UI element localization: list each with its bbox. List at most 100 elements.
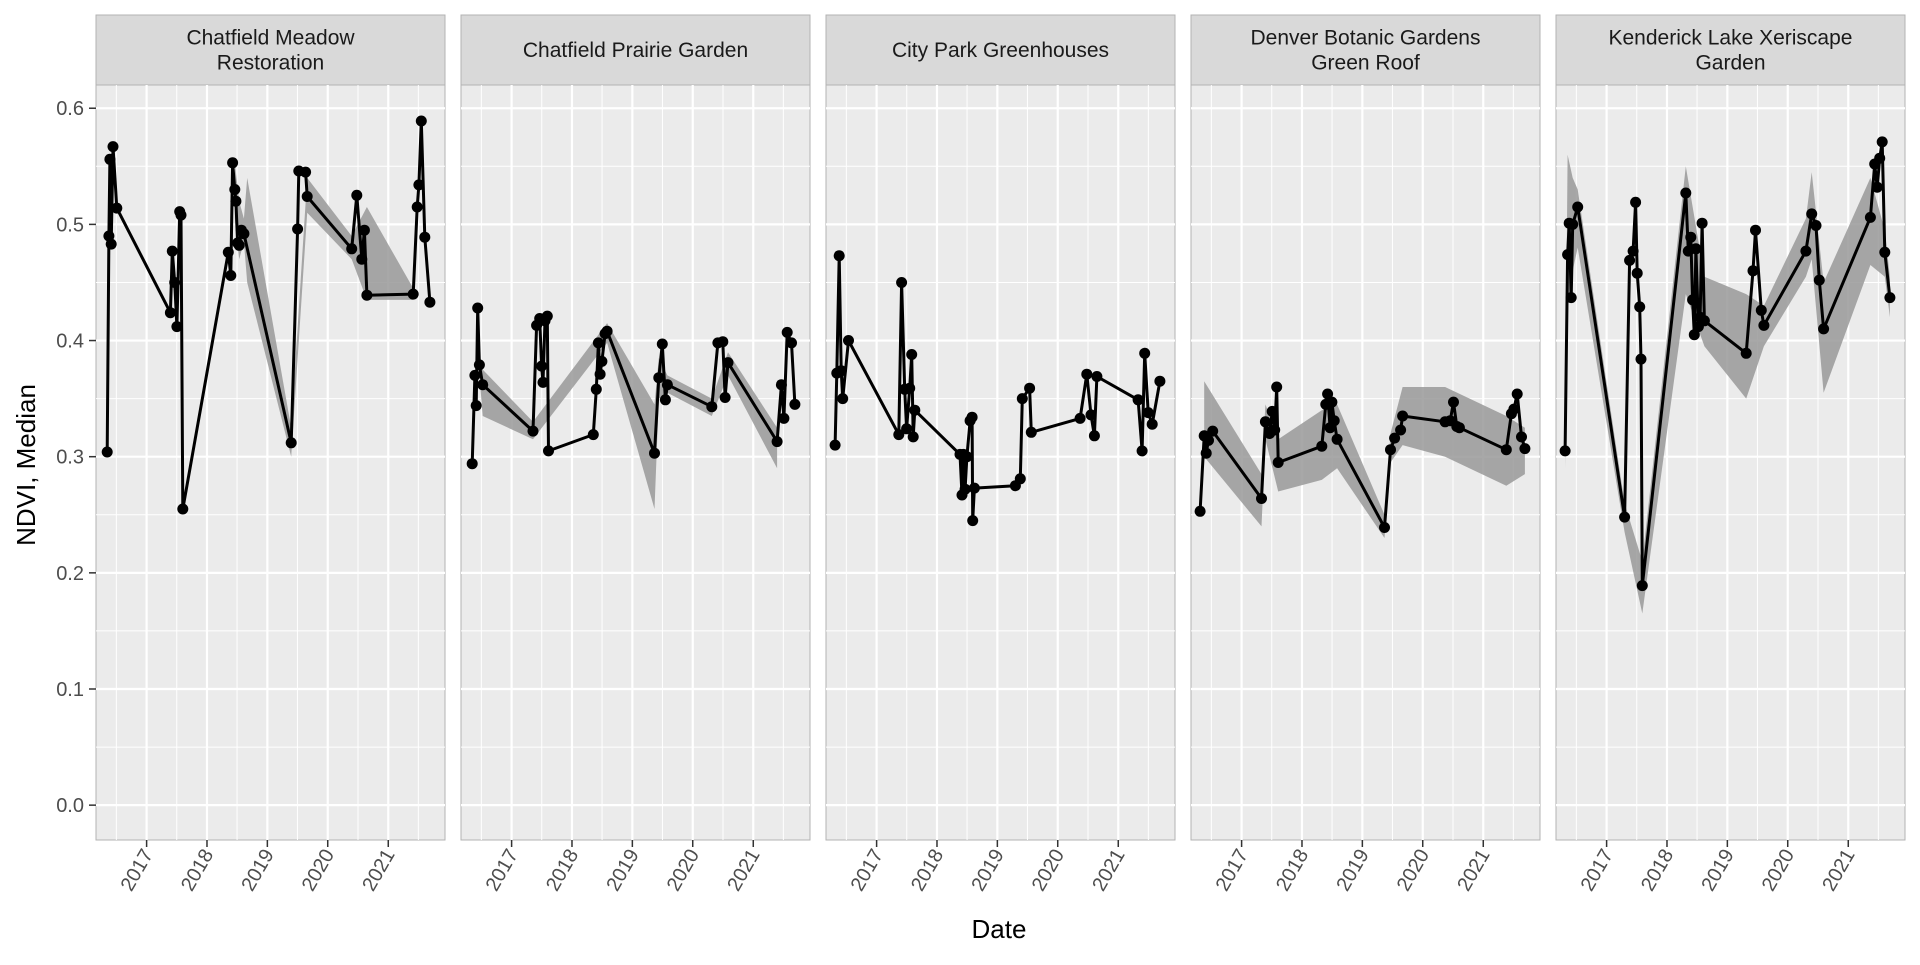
data-point [1194,505,1206,517]
data-point [775,379,787,391]
y-tick-label: 0.2 [56,563,84,585]
data-point [706,401,718,413]
data-point [833,250,845,262]
x-tick-label: 2019 [237,846,278,896]
x-tick-label: 2018 [177,846,218,896]
data-point [786,337,797,349]
data-point [1876,136,1888,148]
data-point [1508,403,1520,415]
data-point [1634,301,1646,313]
data-point [592,337,604,349]
panel-background [825,84,1176,841]
data-point [1572,201,1584,213]
x-tick-label: 2021 [1453,846,1494,896]
data-point [1326,396,1338,408]
x-tick-label: 2021 [358,846,399,896]
data-point [904,382,916,394]
data-point [1085,409,1097,421]
y-tick-label: 0.4 [56,331,84,353]
data-point [1818,323,1830,335]
data-point [411,201,423,213]
data-point [1316,440,1328,452]
data-point [1139,347,1151,359]
x-tick-label: 2019 [602,846,643,896]
data-point [285,437,297,449]
facet-title-line: Chatfield Prairie Garden [523,39,748,62]
data-point [1690,243,1702,255]
data-point [105,238,117,250]
data-point [719,392,731,403]
data-point [590,383,602,395]
data-point [477,379,489,391]
data-point [1132,394,1144,406]
data-point [358,224,370,236]
data-point [771,436,783,448]
data-point [419,231,431,243]
data-point [1397,410,1409,422]
x-tick-label: 2019 [1332,846,1373,896]
facet-strip [1190,14,1541,86]
data-point [1453,422,1465,434]
data-point [1813,274,1825,286]
x-axis-title: Date [972,914,1027,944]
data-point [227,157,239,169]
x-tick-label: 2018 [1272,846,1313,896]
data-point [1624,254,1636,266]
gridlines [1191,85,1540,840]
x-tick-label: 2021 [1818,846,1859,896]
data-point [1256,493,1267,504]
panel-background [95,84,446,841]
data-point [351,189,363,201]
data-point [1871,181,1883,193]
data-point [472,302,484,314]
data-point [653,372,665,384]
data-point [1154,375,1166,387]
x-tick-label: 2019 [967,846,1008,896]
data-point [659,394,671,406]
facet-title-line: Chatfield Meadow [186,27,355,50]
data-point [169,277,181,288]
data-point [843,335,854,346]
x-tick-label: 2021 [1088,846,1129,896]
data-point [541,310,553,322]
data-point [1074,412,1086,424]
x-tick-label: 2018 [907,846,948,896]
data-point [893,429,905,441]
data-point [1024,382,1036,394]
data-point [961,451,973,463]
data-point [1562,249,1574,261]
y-tick-label: 0.1 [56,679,84,701]
data-point [1511,388,1523,400]
data-point [1207,425,1219,437]
data-point [1272,457,1284,468]
data-point [111,202,123,214]
data-point [407,288,419,300]
data-point [424,296,436,308]
data-point [835,365,847,377]
data-point [1688,329,1700,341]
data-point [1696,217,1708,229]
data-point [1619,511,1631,523]
data-point [1630,196,1642,208]
data-point [527,425,539,437]
data-point [649,447,660,459]
data-point [1884,292,1896,304]
y-axis-title: NDVI, Median [11,384,41,546]
data-point [789,398,801,410]
x-tick-label: 2020 [298,846,339,896]
x-tick-label: 2020 [1758,846,1799,896]
confidence-ribbon [234,162,414,457]
x-tick-label: 2021 [723,846,764,896]
data-point [1014,473,1026,485]
data-point [1136,445,1148,457]
data-point [717,336,729,348]
panel-background [1555,84,1906,841]
data-point [222,246,234,258]
data-point [1091,371,1103,382]
data-point [166,245,178,257]
data-point [1203,434,1214,446]
